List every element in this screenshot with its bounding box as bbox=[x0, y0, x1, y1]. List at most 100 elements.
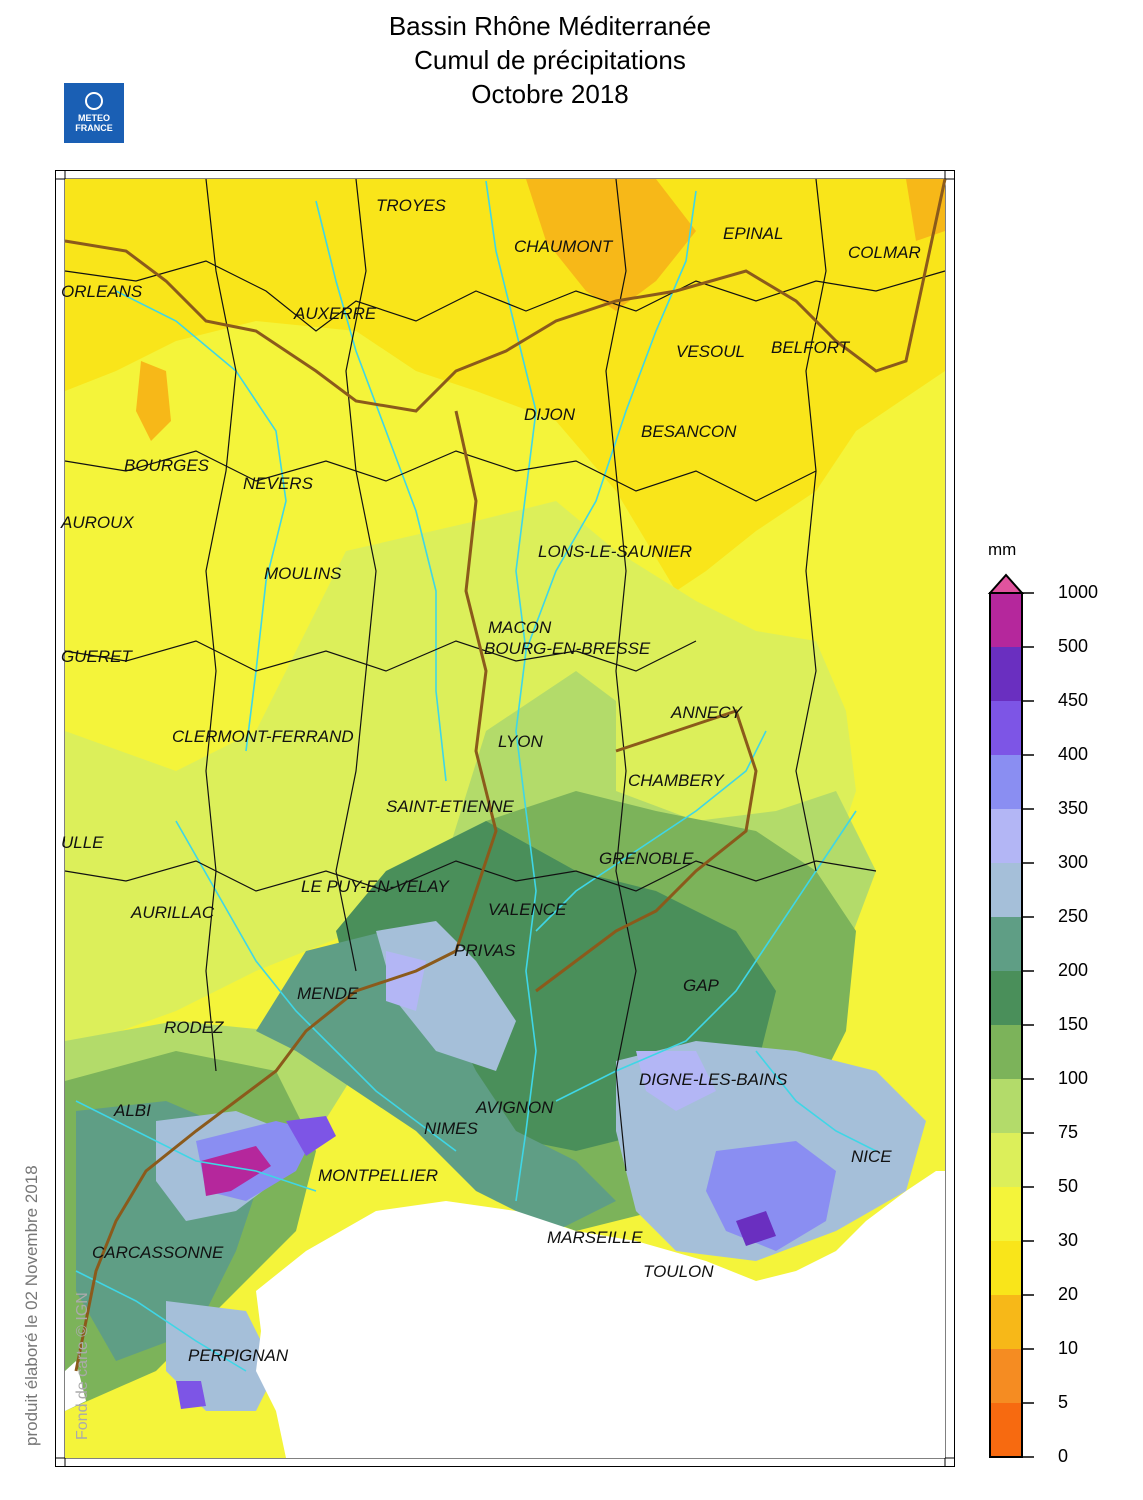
legend-tick-label: 50 bbox=[1058, 1176, 1079, 1196]
city-label: VESOUL bbox=[676, 342, 745, 361]
legend-tick-label: 500 bbox=[1058, 636, 1089, 656]
legend-color-band bbox=[990, 1295, 1022, 1349]
city-label: LONS-LE-SAUNIER bbox=[538, 542, 692, 561]
zone-200-250 bbox=[256, 931, 616, 1231]
legend-tick-label: 450 bbox=[1058, 690, 1089, 710]
city-label: ULLE bbox=[61, 833, 104, 852]
legend-color-band bbox=[990, 593, 1022, 647]
sea bbox=[256, 1171, 945, 1458]
zone-500-1000 bbox=[201, 1146, 271, 1196]
city-label: DIGNE-LES-BAINS bbox=[639, 1070, 788, 1089]
city-label: NEVERS bbox=[243, 474, 313, 493]
city-label: PERPIGNAN bbox=[188, 1346, 289, 1365]
city-label: MOULINS bbox=[264, 564, 342, 583]
city-label: ORLEANS bbox=[61, 282, 143, 301]
legend-color-band bbox=[990, 1025, 1022, 1079]
city-label: MENDE bbox=[297, 984, 359, 1003]
title-line-2: Cumul de précipitations bbox=[414, 45, 686, 75]
zone-300-350 bbox=[386, 951, 426, 1011]
city-label: EPINAL bbox=[723, 224, 784, 243]
city-label: AURILLAC bbox=[131, 903, 215, 922]
precipitation-map: TROYES CHAUMONT EPINAL COLMAR ORLEANS AUXERRE… bbox=[55, 170, 955, 1467]
city-label: CARCASSONNE bbox=[92, 1243, 224, 1262]
meteo-france-logo: METEO FRANCE bbox=[64, 83, 124, 143]
legend-color-band bbox=[990, 917, 1022, 971]
city-label: GRENOBLE bbox=[599, 849, 694, 868]
city-label: MARSEILLE bbox=[547, 1228, 643, 1247]
sea-left-notch bbox=[65, 1361, 86, 1411]
city-label: TOULON bbox=[643, 1262, 714, 1281]
zone-10-20-ne bbox=[526, 179, 696, 311]
legend-tick-label: 400 bbox=[1058, 744, 1089, 764]
legend-tick-label: 75 bbox=[1058, 1122, 1079, 1142]
legend-color-band bbox=[990, 1403, 1022, 1457]
legend-color-band bbox=[990, 809, 1022, 863]
city-label: LE PUY-EN-VELAY bbox=[301, 877, 449, 896]
zone-400-450-s bbox=[176, 1381, 206, 1409]
city-label: NIMES bbox=[424, 1119, 478, 1138]
map-credit: Fond de carte © IGN bbox=[74, 1292, 91, 1440]
city-label: AUXERRE bbox=[294, 304, 377, 323]
city-label: ANNECY bbox=[671, 703, 742, 722]
city-label: GAP bbox=[683, 976, 719, 995]
city-label: DIJON bbox=[524, 405, 575, 424]
city-label: BOURG-EN-BRESSE bbox=[484, 639, 651, 658]
legend-overflow-marker-icon bbox=[987, 573, 1025, 594]
city-label: RODEZ bbox=[164, 1018, 224, 1037]
department-boundaries bbox=[64, 178, 946, 1172]
legend-tick-label: 10 bbox=[1058, 1338, 1079, 1358]
city-label: SAINT-ETIENNE bbox=[386, 797, 514, 816]
city-label: CHAMBERY bbox=[628, 771, 724, 790]
zone-300-350-e bbox=[636, 1051, 716, 1111]
legend-tick-label: 1000 bbox=[1058, 582, 1099, 602]
city-label: GUERET bbox=[61, 647, 132, 666]
legend-color-band bbox=[990, 1349, 1022, 1403]
map-canvas bbox=[56, 171, 954, 1466]
city-label: COLMAR bbox=[848, 243, 921, 262]
legend-color-band bbox=[990, 755, 1022, 809]
city-label: LYON bbox=[498, 732, 543, 751]
legend-color-band bbox=[990, 647, 1022, 701]
legend-color-band bbox=[990, 1079, 1022, 1133]
city-label: MONTPELLIER bbox=[318, 1166, 438, 1185]
city-label: VALENCE bbox=[488, 900, 567, 919]
city-label: BELFORT bbox=[771, 338, 850, 357]
city-label: ALBI bbox=[114, 1101, 151, 1120]
logo-text-line-1: METEO bbox=[77, 113, 110, 123]
city-label: BESANCON bbox=[641, 422, 737, 441]
city-label: TROYES bbox=[376, 196, 446, 215]
legend-color-band bbox=[990, 1241, 1022, 1295]
legend-tick-label: 100 bbox=[1058, 1068, 1089, 1088]
legend-color-band bbox=[990, 971, 1022, 1025]
legend-tick-label: 30 bbox=[1058, 1230, 1079, 1250]
basin-boundary bbox=[64, 178, 947, 1372]
zone-10-20-w bbox=[136, 361, 171, 441]
legend-tick-label: 5 bbox=[1058, 1392, 1069, 1412]
city-label: AVIGNON bbox=[476, 1098, 554, 1117]
legend-tick-label: 200 bbox=[1058, 960, 1089, 980]
legend-color-band bbox=[990, 863, 1022, 917]
city-label: CLERMONT-FERRAND bbox=[172, 727, 354, 746]
legend-unit: mm bbox=[988, 540, 1017, 559]
city-label: CHAUMONT bbox=[514, 237, 613, 256]
logo-mark-icon bbox=[85, 92, 103, 110]
legend-color-band bbox=[990, 1133, 1022, 1187]
zone-20-30 bbox=[65, 179, 945, 591]
zone-400-450 bbox=[286, 1116, 336, 1156]
legend-tick-label: 20 bbox=[1058, 1284, 1079, 1304]
legend-tick-label: 250 bbox=[1058, 906, 1089, 926]
logo-text-line-2: FRANCE bbox=[75, 123, 113, 133]
city-label: PRIVAS bbox=[454, 941, 516, 960]
legend-tick-label: 300 bbox=[1058, 852, 1089, 872]
city-label: NICE bbox=[851, 1147, 892, 1166]
legend-tick-label: 150 bbox=[1058, 1014, 1089, 1034]
city-label: AUROUX bbox=[61, 513, 134, 532]
zone-450-500-e bbox=[736, 1211, 776, 1246]
legend-tick-label: 350 bbox=[1058, 798, 1089, 818]
city-label: MACON bbox=[488, 618, 552, 637]
legend-color-band bbox=[990, 1187, 1022, 1241]
title-line-3: Octobre 2018 bbox=[471, 79, 629, 109]
title-line-1: Bassin Rhône Méditerranée bbox=[388, 11, 712, 41]
city-label: BOURGES bbox=[124, 456, 210, 475]
legend-color-band bbox=[990, 701, 1022, 755]
